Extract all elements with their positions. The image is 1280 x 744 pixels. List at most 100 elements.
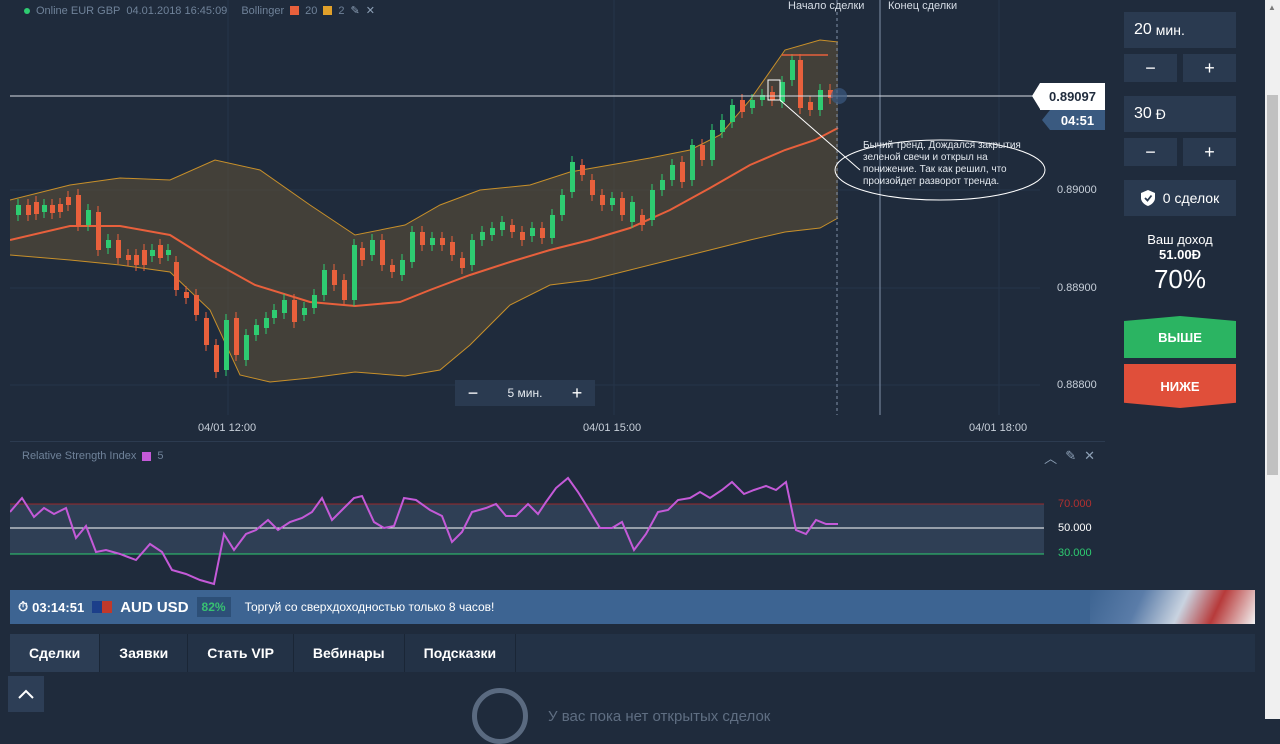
- rsi-tick-50: 50.000: [1058, 522, 1092, 534]
- x-tick-2: 04/01 15:00: [583, 422, 642, 434]
- candle-62: [610, 198, 615, 205]
- candle-47: [460, 258, 465, 268]
- candle-45: [440, 238, 445, 245]
- bollinger-band-fill: [10, 40, 838, 382]
- amount-value: 30: [1134, 105, 1152, 122]
- candle-55: [540, 228, 545, 238]
- candle-66: [650, 190, 655, 220]
- deals-counter[interactable]: 0 сделок: [1124, 180, 1236, 216]
- candle-48: [470, 240, 475, 265]
- candle-1: [26, 205, 31, 215]
- candle-20: [194, 295, 199, 315]
- candle-9: [96, 212, 101, 250]
- close-rsi-icon[interactable]: ✕: [1084, 448, 1095, 463]
- lower-button[interactable]: НИЖЕ: [1124, 364, 1236, 408]
- candle-83: [818, 90, 823, 110]
- timeframe-control: − 5 мин. +: [455, 380, 595, 406]
- candle-71: [700, 145, 705, 160]
- amount-minus-button[interactable]: −: [1124, 138, 1177, 166]
- duration-unit: мин.: [1155, 22, 1185, 38]
- au-us-flag-icon: [92, 601, 113, 613]
- page-scrollbar[interactable]: ▲: [1265, 0, 1280, 719]
- edit-indicator-icon[interactable]: ✎: [350, 5, 360, 17]
- y-tick-2: 0.88900: [1057, 282, 1097, 294]
- candle-0: [16, 205, 21, 215]
- income-value: 51.00Ð: [1159, 247, 1201, 262]
- duration-plus-button[interactable]: +: [1183, 54, 1236, 82]
- candle-31: [302, 308, 307, 315]
- candle-11: [116, 240, 121, 258]
- amount-field[interactable]: 30 Ð: [1124, 96, 1236, 132]
- candle-30: [292, 300, 297, 322]
- tab-webinars[interactable]: Вебинары: [294, 634, 405, 672]
- price-chart[interactable]: Online EUR GBP 04.01.2018 16:45:09 Bolli…: [10, 0, 1105, 440]
- indicator-name: Bollinger: [241, 4, 285, 17]
- rsi-title: Relative Strength Index 5: [22, 450, 163, 462]
- candle-27: [264, 318, 269, 328]
- empty-deals-icon: [472, 688, 528, 744]
- rsi-neutral-zone: [10, 504, 1044, 554]
- candle-26: [254, 325, 259, 335]
- indicator-param2: 2: [338, 4, 345, 17]
- candle-14: [142, 250, 147, 265]
- candle-52: [510, 225, 515, 232]
- expand-panel-button[interactable]: [8, 676, 44, 712]
- candle-10: [106, 240, 111, 248]
- tab-vip[interactable]: Стать VIP: [188, 634, 294, 672]
- tab-deals[interactable]: Сделки: [10, 634, 101, 672]
- candle-37: [360, 248, 365, 260]
- deals-content: [10, 672, 1255, 719]
- amount-plus-button[interactable]: +: [1183, 138, 1236, 166]
- candle-57: [560, 195, 565, 215]
- duration-minus-button[interactable]: −: [1124, 54, 1177, 82]
- candle-29: [282, 300, 287, 313]
- timeframe-plus-button[interactable]: +: [571, 382, 583, 403]
- scroll-up-arrow-icon[interactable]: ▲: [1268, 3, 1276, 12]
- scrollbar-thumb[interactable]: [1267, 95, 1278, 475]
- chevron-up-icon: [18, 689, 34, 699]
- tab-hints[interactable]: Подсказки: [405, 634, 517, 672]
- duration-field[interactable]: 20 мин.: [1124, 12, 1236, 48]
- y-tick-3: 0.88800: [1057, 379, 1097, 391]
- edit-rsi-icon[interactable]: ✎: [1065, 448, 1077, 463]
- amount-unit: Ð: [1155, 106, 1166, 122]
- candle-12: [126, 255, 131, 260]
- bollinger-lower-line: [10, 217, 839, 383]
- candle-17: [166, 250, 171, 255]
- price-chart-canvas[interactable]: [10, 0, 1105, 440]
- bottom-tabs: Сделки Заявки Стать VIP Вебинары Подсказ…: [10, 634, 1255, 672]
- candle-53: [520, 232, 525, 240]
- promo-timer-value: 03:14:51: [32, 599, 85, 615]
- rsi-panel[interactable]: Relative Strength Index 5 ︿ ✎ ✕ 70.000 5…: [10, 441, 1105, 590]
- candle-76: [750, 100, 755, 108]
- candle-3: [42, 205, 47, 212]
- param2-color-icon: [323, 6, 333, 15]
- rsi-period: 5: [157, 450, 164, 462]
- promo-pair: AUD USD: [120, 598, 189, 616]
- duration-value: 20: [1134, 21, 1152, 38]
- promo-bar[interactable]: ⏱ 03:14:51 AUD USD 82% Торгуй со сверхдо…: [10, 590, 1255, 624]
- candle-58: [570, 162, 575, 192]
- chart-annotation: Бычий тренд. Дождался закрытия зеленой с…: [863, 140, 1021, 187]
- collapse-icon[interactable]: ︿: [1044, 451, 1058, 466]
- candle-79: [780, 82, 785, 102]
- candle-7: [76, 195, 81, 225]
- flag-banner-image: [1090, 590, 1255, 624]
- candle-51: [500, 222, 505, 230]
- timeframe-minus-button[interactable]: −: [467, 382, 479, 403]
- timeframe-label[interactable]: 5 мин.: [507, 386, 543, 400]
- candle-13: [134, 255, 139, 265]
- higher-button[interactable]: ВЫШЕ: [1124, 316, 1236, 358]
- candle-73: [720, 120, 725, 132]
- rsi-title-text: Relative Strength Index: [22, 450, 137, 462]
- x-tick-3: 04/01 18:00: [969, 422, 1028, 434]
- remove-indicator-icon[interactable]: ✕: [365, 5, 375, 17]
- online-status-icon: [24, 7, 30, 14]
- stopwatch-icon: ⏱: [18, 599, 29, 614]
- rsi-canvas[interactable]: [10, 442, 1105, 590]
- candle-56: [550, 215, 555, 238]
- tab-orders[interactable]: Заявки: [100, 634, 189, 672]
- rsi-color-icon: [142, 451, 152, 461]
- candle-61: [600, 195, 605, 205]
- deal-start-label: Начало сделки: [788, 0, 865, 12]
